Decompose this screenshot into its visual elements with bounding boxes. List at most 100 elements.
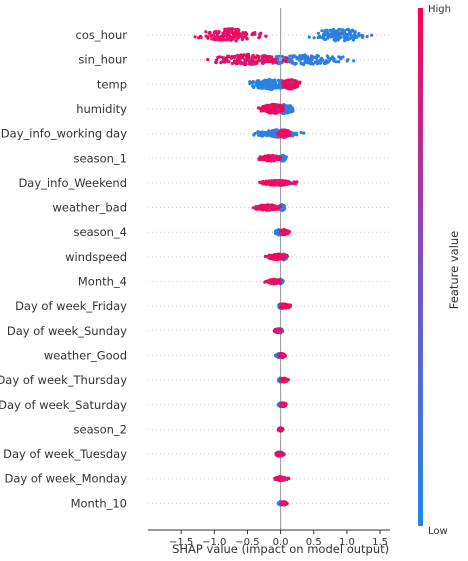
shap-point xyxy=(229,56,233,60)
shap-point xyxy=(286,180,290,184)
shap-point xyxy=(231,27,235,31)
shap-point xyxy=(294,182,298,186)
shap-point xyxy=(225,36,229,40)
shap-point xyxy=(274,204,278,208)
shap-point xyxy=(270,158,275,162)
shap-point xyxy=(337,37,341,41)
shap-point xyxy=(309,62,313,66)
shap-point xyxy=(314,56,318,60)
shap-point xyxy=(271,256,275,260)
shap-point xyxy=(290,181,294,185)
shap-point xyxy=(278,104,282,108)
shap-point xyxy=(309,54,314,58)
shap-point xyxy=(365,34,369,39)
shap-point xyxy=(288,54,292,58)
shap-point xyxy=(216,31,220,35)
shap-point xyxy=(295,83,299,87)
shap-point xyxy=(299,131,303,135)
shap-point xyxy=(235,36,239,40)
shap-point xyxy=(211,33,216,37)
shap-point xyxy=(272,155,276,159)
shap-point xyxy=(273,253,277,257)
shap-point xyxy=(255,83,259,87)
shap-point xyxy=(334,29,338,33)
shap-point xyxy=(267,85,271,89)
shap-point xyxy=(261,133,265,137)
shap-point xyxy=(303,58,307,62)
shap-point xyxy=(284,59,288,64)
shap-point xyxy=(214,37,218,42)
shap-point xyxy=(283,179,287,183)
shap-point xyxy=(225,27,230,31)
shap-point xyxy=(310,57,314,62)
shap-point xyxy=(237,31,241,35)
shap-point xyxy=(261,82,265,86)
shap-point xyxy=(289,105,293,109)
shap-point xyxy=(244,33,248,37)
shap-point xyxy=(321,33,326,37)
shap-point xyxy=(224,31,228,36)
shap-point xyxy=(250,61,254,65)
shap-point xyxy=(266,255,270,259)
shap-point xyxy=(328,28,332,32)
shap-point xyxy=(259,206,263,210)
shap-point xyxy=(276,179,280,183)
shap-point xyxy=(240,33,244,37)
shap-point xyxy=(247,56,251,60)
shap-point xyxy=(274,111,278,115)
shap-point xyxy=(337,55,341,59)
shap-point xyxy=(254,56,258,60)
shap-point xyxy=(219,61,223,65)
shap-point xyxy=(255,61,259,65)
shap-point xyxy=(258,180,262,184)
shap-point xyxy=(274,279,278,283)
shap-point xyxy=(261,61,265,65)
shap-point xyxy=(206,35,210,39)
shap-point xyxy=(263,82,267,86)
shap-point xyxy=(287,132,291,136)
shap-point xyxy=(275,154,279,158)
shap-point xyxy=(281,58,285,62)
shap-point xyxy=(240,53,244,57)
shap-point xyxy=(278,256,282,261)
shap-point xyxy=(270,58,274,63)
shap-point xyxy=(292,85,296,89)
shap-point xyxy=(232,55,236,60)
shap-point xyxy=(234,39,238,43)
shap-point xyxy=(273,58,277,62)
shap-point xyxy=(332,57,336,61)
shap-point xyxy=(274,207,278,211)
shap-point xyxy=(261,180,265,184)
shap-point xyxy=(293,62,297,66)
shap-point xyxy=(266,105,270,109)
shap-point xyxy=(281,108,285,112)
shap-point xyxy=(274,128,278,132)
shap-point xyxy=(340,28,345,32)
shap-point xyxy=(220,37,224,41)
shap-point xyxy=(278,61,282,66)
shap-point xyxy=(331,33,335,37)
shap-point xyxy=(236,27,240,31)
shap-point xyxy=(265,133,269,137)
shap-point xyxy=(214,58,219,62)
shap-point xyxy=(266,203,270,207)
shap-point xyxy=(284,155,288,159)
shap-point xyxy=(280,130,284,134)
shap-point xyxy=(283,82,288,87)
shap-point xyxy=(298,58,302,62)
shap-point xyxy=(257,59,261,63)
shap-point xyxy=(284,253,288,257)
shap-point xyxy=(279,254,283,258)
shap-point xyxy=(320,56,324,60)
shap-point xyxy=(280,403,285,407)
shap-point xyxy=(264,155,268,159)
shap-point xyxy=(324,61,328,65)
shap-point xyxy=(277,108,281,112)
shap-point xyxy=(276,327,280,331)
shap-point xyxy=(229,30,233,34)
shap-point xyxy=(240,36,245,40)
shap-point xyxy=(270,108,274,112)
shap-point xyxy=(199,35,203,40)
shap-point xyxy=(284,130,288,134)
shap-point xyxy=(327,34,331,38)
